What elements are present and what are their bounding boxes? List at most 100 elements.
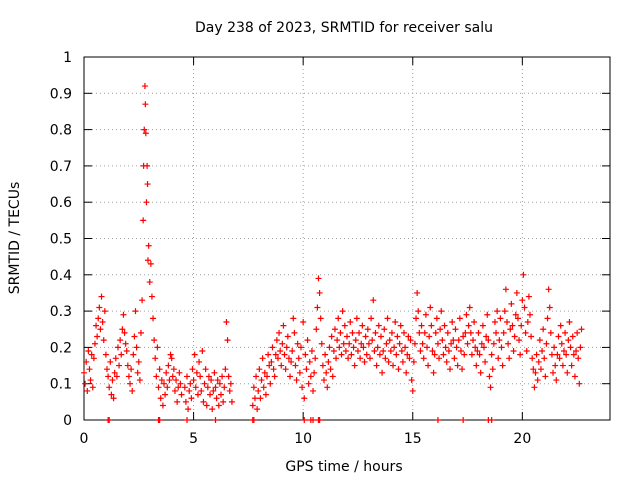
data-point xyxy=(513,289,520,296)
data-point xyxy=(107,358,114,365)
data-point xyxy=(271,373,278,380)
data-point xyxy=(201,380,208,387)
data-point xyxy=(550,369,557,376)
data-point xyxy=(433,315,440,322)
data-point xyxy=(471,318,478,325)
data-point xyxy=(337,329,344,336)
data-point xyxy=(463,311,470,318)
data-point xyxy=(371,348,378,355)
data-point xyxy=(348,351,355,358)
data-point xyxy=(227,380,234,387)
x-tick-label: 0 xyxy=(80,431,89,447)
data-point xyxy=(316,289,323,296)
data-point xyxy=(442,344,449,351)
data-point xyxy=(384,315,391,322)
data-point xyxy=(534,377,541,384)
data-point xyxy=(296,369,303,376)
data-point xyxy=(316,417,323,423)
data-point xyxy=(153,373,160,380)
data-point xyxy=(544,315,551,322)
data-point xyxy=(124,362,131,369)
data-point xyxy=(341,322,348,329)
data-point xyxy=(162,391,169,398)
data-point xyxy=(448,340,455,347)
y-tick-label: 0.5 xyxy=(50,232,72,248)
data-point xyxy=(508,300,515,307)
data-point xyxy=(108,391,115,398)
data-point xyxy=(133,344,140,351)
data-point xyxy=(207,391,214,398)
data-point xyxy=(402,344,409,351)
data-point xyxy=(506,355,513,362)
data-point xyxy=(139,297,146,304)
data-point xyxy=(97,326,104,333)
data-point xyxy=(175,384,182,391)
y-tick-label: 0.7 xyxy=(50,159,72,175)
data-point xyxy=(178,391,185,398)
data-point xyxy=(295,355,302,362)
data-point xyxy=(163,369,170,376)
data-point xyxy=(564,369,571,376)
data-point xyxy=(82,380,89,387)
data-point xyxy=(84,387,91,394)
data-point xyxy=(157,395,164,402)
data-point xyxy=(212,417,219,423)
data-point xyxy=(339,308,346,315)
data-point xyxy=(299,384,306,391)
data-point xyxy=(542,373,549,380)
data-point xyxy=(330,348,337,355)
data-point xyxy=(413,315,420,322)
data-point xyxy=(381,326,388,333)
data-point xyxy=(574,329,581,336)
data-point xyxy=(377,333,384,340)
data-point xyxy=(228,398,235,405)
data-point xyxy=(346,340,353,347)
data-point xyxy=(205,373,212,380)
data-point xyxy=(406,355,413,362)
data-point xyxy=(436,355,443,362)
data-point xyxy=(322,351,329,358)
data-point xyxy=(426,333,433,340)
data-point xyxy=(258,377,265,384)
data-point xyxy=(197,373,204,380)
data-point xyxy=(456,315,463,322)
data-point xyxy=(174,398,181,405)
data-point xyxy=(362,333,369,340)
data-point xyxy=(285,355,292,362)
data-point xyxy=(517,351,524,358)
data-point xyxy=(166,377,173,384)
data-point xyxy=(192,384,199,391)
data-point xyxy=(167,351,174,358)
data-point xyxy=(335,315,342,322)
data-point xyxy=(199,348,206,355)
y-tick-label: 0.8 xyxy=(50,123,72,139)
data-point xyxy=(497,315,504,322)
data-point xyxy=(280,322,287,329)
data-point xyxy=(164,384,171,391)
data-point xyxy=(109,377,116,384)
data-point xyxy=(141,83,148,90)
data-point xyxy=(488,417,495,423)
data-point xyxy=(386,337,393,344)
data-point xyxy=(318,340,325,347)
data-point xyxy=(479,322,486,329)
data-point xyxy=(208,377,215,384)
data-point xyxy=(300,318,307,325)
data-point xyxy=(136,377,143,384)
data-point xyxy=(503,318,510,325)
data-point xyxy=(90,355,97,362)
data-point xyxy=(349,329,356,336)
data-point xyxy=(168,355,175,362)
data-point xyxy=(552,362,559,369)
data-point xyxy=(525,293,532,300)
data-point xyxy=(327,366,334,373)
data-point xyxy=(281,351,288,358)
data-point xyxy=(423,344,430,351)
data-point xyxy=(204,384,211,391)
data-point xyxy=(127,380,134,387)
data-point xyxy=(224,337,231,344)
data-point xyxy=(120,311,127,318)
data-point xyxy=(495,355,502,362)
data-point xyxy=(333,355,340,362)
